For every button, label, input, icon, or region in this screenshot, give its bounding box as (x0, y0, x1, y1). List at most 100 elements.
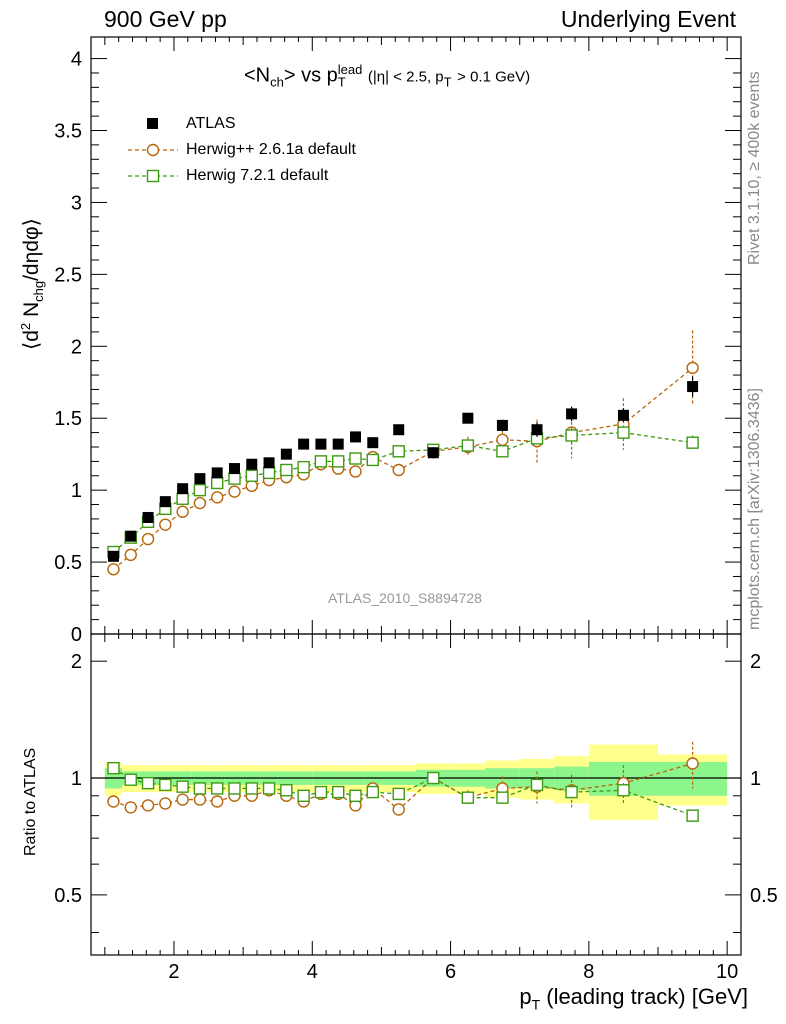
xlabel-part-b: (leading track) [GeV] (540, 984, 748, 1009)
herwig261-point (193, 496, 207, 510)
x-tick-label: 8 (583, 961, 594, 983)
ratio-herwig721-point (245, 782, 258, 795)
main-y-axis-label: ⟨d2 Nchg/dηdφ⟩ (18, 218, 46, 350)
ratio-panel-frame (90, 633, 742, 956)
legend-label-herwig261: Herwig++ 2.6.1a default (186, 141, 356, 158)
mcplots-source-label: mcplots.cern.ch [arXiv:1306.3436] (746, 388, 763, 630)
atlas-point (263, 457, 275, 469)
atlas-point (531, 424, 543, 436)
legend-marker-atlas (128, 112, 186, 136)
ratio-herwig721-point (496, 791, 509, 804)
main-panel: 0 0.5 1 1.5 2 2.5 3 3.5 4 (54, 36, 742, 955)
plot-title: <Nch> vs pTlead (|η| < 2.5, pT > 0.1 GeV… (244, 62, 530, 90)
herwig261-point (349, 465, 362, 478)
ratio-herwig261-point (193, 793, 207, 806)
atlas-point (159, 496, 171, 508)
ratio-herwig261-point (210, 795, 224, 808)
title-cuts-end: > 0.1 GeV) (457, 68, 531, 86)
ratio-herwig721-point (427, 771, 440, 785)
atlas-point (228, 463, 240, 475)
title-cuts-sub: T (443, 74, 452, 90)
legend-entry-atlas: ATLAS (128, 112, 236, 136)
herwig261-point (245, 479, 258, 493)
ratio-herwig261-point (107, 795, 120, 808)
ratio-y-tick-label-left: 0.5 (54, 885, 82, 907)
herwig721-point (496, 445, 509, 458)
ratio-y-tick-label-left: 1 (71, 768, 82, 790)
legend-marker-herwig261 (128, 138, 186, 162)
herwig721-point (297, 460, 310, 474)
legend-label-herwig721: Herwig 7.2.1 default (186, 167, 329, 184)
ylabel-part-a: ⟨d (20, 330, 43, 350)
x-tick-label: 4 (307, 961, 318, 983)
ratio-herwig721-point (686, 809, 699, 822)
legend-label-atlas: ATLAS (186, 115, 236, 132)
ratio-herwig721-point (262, 782, 276, 795)
ratio-herwig261-point (124, 801, 137, 814)
ratio-herwig721-point (349, 789, 362, 802)
ratio-herwig721-point (124, 773, 137, 786)
ratio-herwig261-point (686, 757, 699, 770)
x-tick-label: 10 (716, 961, 738, 983)
ratio-herwig721-point (314, 785, 328, 799)
atlas-point (349, 431, 361, 443)
ratio-herwig721-point (565, 785, 578, 799)
ratio-herwig261-point (141, 799, 155, 812)
ratio-herwig261-point (159, 797, 172, 810)
y-tick-label: 3 (71, 192, 82, 214)
herwig721-point (565, 429, 578, 442)
herwig721-point (176, 492, 189, 505)
ratio-herwig721-point (159, 778, 172, 792)
atlas-point (125, 530, 137, 542)
herwig721-point (392, 445, 405, 458)
herwig721-point (314, 455, 328, 468)
title-main: <N (244, 64, 271, 87)
herwig261-point (159, 518, 172, 531)
rivet-version-label: Rivet 3.1.10, ≥ 400k events (746, 71, 763, 265)
herwig261-point (496, 433, 509, 446)
herwig261-point (392, 463, 405, 477)
xlabel-part-sub: T (531, 996, 541, 1013)
atlas-point (298, 438, 310, 450)
title-mid: > vs p (283, 64, 338, 87)
ratio-herwig721-point (530, 778, 544, 792)
ratio-herwig721-point (392, 787, 405, 801)
analysis-watermark: ATLAS_2010_S8894728 (328, 590, 482, 606)
atlas-point (496, 419, 508, 431)
title-pt-sub: T (337, 74, 346, 90)
y-tick-label: 1.5 (54, 408, 82, 430)
ratio-y-tick-label-right: 0.5 (750, 885, 778, 907)
atlas-point (367, 437, 379, 449)
y-tick-label: 4 (71, 49, 82, 71)
title-cuts: (|η| < 2.5, p (367, 68, 444, 86)
ylabel-part-sup: 2 (18, 322, 33, 331)
ratio-herwig721-point (332, 785, 345, 799)
ratio-herwig721-point (141, 776, 155, 790)
atlas-point (142, 511, 154, 523)
ratio-herwig721-point (297, 789, 310, 802)
legend-entry-herwig721: Herwig 7.2.1 default (128, 164, 328, 188)
ylabel-part-sub: chg (31, 280, 47, 302)
legend-entry-herwig261: Herwig++ 2.6.1a default (128, 138, 356, 162)
atlas-point (462, 412, 474, 424)
ratio-herwig721-point (280, 784, 293, 797)
herwig261-point (176, 505, 189, 518)
title-pt-sup: lead (337, 62, 363, 77)
header-left-label: 900 GeV pp (104, 6, 227, 32)
atlas-point (393, 424, 405, 436)
herwig721-point (332, 455, 345, 468)
legend-marker-herwig721 (128, 164, 186, 188)
atlas-point (280, 448, 292, 460)
herwig721-point (262, 466, 276, 480)
atlas-point (246, 458, 258, 470)
y-tick-label: 0 (71, 624, 82, 646)
herwig721-point (349, 452, 362, 465)
ratio-herwig721-point (366, 785, 379, 799)
herwig721-point (228, 472, 241, 485)
atlas-point (687, 381, 699, 393)
atlas-point (617, 409, 629, 421)
herwig261-point (107, 563, 120, 576)
ratio-herwig261-point (392, 803, 405, 816)
header-right-label: Underlying Event (560, 6, 736, 32)
